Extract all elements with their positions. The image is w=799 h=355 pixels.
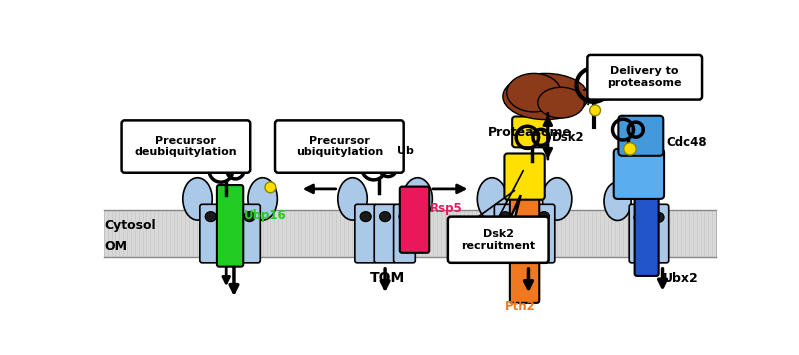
Ellipse shape <box>519 212 530 222</box>
Ellipse shape <box>503 73 588 120</box>
Ellipse shape <box>539 212 550 222</box>
Text: Rsp5: Rsp5 <box>430 202 463 215</box>
Circle shape <box>230 152 242 164</box>
Ellipse shape <box>205 212 217 222</box>
Text: Ub: Ub <box>397 146 415 156</box>
Text: Pth2: Pth2 <box>505 300 536 313</box>
Ellipse shape <box>543 178 572 220</box>
Circle shape <box>382 151 395 164</box>
Text: Dsk2: Dsk2 <box>551 131 584 144</box>
Ellipse shape <box>248 178 277 220</box>
Ellipse shape <box>403 178 432 220</box>
Ellipse shape <box>538 87 584 118</box>
Circle shape <box>265 182 276 193</box>
Ellipse shape <box>380 212 391 222</box>
Circle shape <box>590 105 601 116</box>
Ellipse shape <box>225 212 236 222</box>
Text: Precursor
ubiquitylation: Precursor ubiquitylation <box>296 136 383 157</box>
FancyBboxPatch shape <box>394 204 415 263</box>
FancyBboxPatch shape <box>649 204 669 263</box>
FancyBboxPatch shape <box>504 153 545 200</box>
Ellipse shape <box>244 212 255 222</box>
FancyBboxPatch shape <box>629 204 650 263</box>
Text: Dsk2
recruitment: Dsk2 recruitment <box>461 229 535 251</box>
Text: Cytosol: Cytosol <box>105 219 156 231</box>
Polygon shape <box>333 151 381 169</box>
Text: TOM: TOM <box>370 271 405 285</box>
Text: Delivery to
proteasome: Delivery to proteasome <box>607 66 682 88</box>
FancyBboxPatch shape <box>200 204 221 263</box>
FancyBboxPatch shape <box>217 185 243 267</box>
FancyBboxPatch shape <box>121 120 250 173</box>
Ellipse shape <box>477 178 507 220</box>
Polygon shape <box>590 96 651 100</box>
Polygon shape <box>180 153 226 169</box>
Ellipse shape <box>654 212 664 222</box>
Ellipse shape <box>604 182 631 220</box>
FancyBboxPatch shape <box>374 204 396 263</box>
Text: Ubx2: Ubx2 <box>662 272 698 285</box>
FancyBboxPatch shape <box>400 187 429 253</box>
Ellipse shape <box>338 178 368 220</box>
Circle shape <box>624 143 636 155</box>
Text: Cdc48: Cdc48 <box>666 136 707 149</box>
Text: OM: OM <box>105 240 128 253</box>
Text: Precursor
deubiquitylation: Precursor deubiquitylation <box>134 136 237 157</box>
Ellipse shape <box>360 212 372 222</box>
Ellipse shape <box>634 212 645 222</box>
FancyBboxPatch shape <box>510 194 539 303</box>
Polygon shape <box>492 195 521 259</box>
FancyBboxPatch shape <box>495 204 516 263</box>
FancyBboxPatch shape <box>512 116 548 147</box>
Text: Ubp16: Ubp16 <box>244 209 287 222</box>
FancyBboxPatch shape <box>614 149 664 199</box>
Ellipse shape <box>183 178 213 220</box>
Ellipse shape <box>399 212 410 222</box>
FancyBboxPatch shape <box>618 116 663 156</box>
Text: Proteasome: Proteasome <box>488 126 572 139</box>
FancyBboxPatch shape <box>634 194 658 276</box>
FancyBboxPatch shape <box>448 217 549 263</box>
FancyBboxPatch shape <box>239 204 260 263</box>
FancyBboxPatch shape <box>533 204 555 263</box>
Bar <box>104 211 716 257</box>
FancyBboxPatch shape <box>275 120 403 173</box>
Ellipse shape <box>507 73 561 112</box>
Ellipse shape <box>499 212 511 222</box>
FancyBboxPatch shape <box>219 204 241 263</box>
FancyBboxPatch shape <box>355 204 376 263</box>
FancyBboxPatch shape <box>587 55 702 100</box>
FancyBboxPatch shape <box>514 204 535 263</box>
